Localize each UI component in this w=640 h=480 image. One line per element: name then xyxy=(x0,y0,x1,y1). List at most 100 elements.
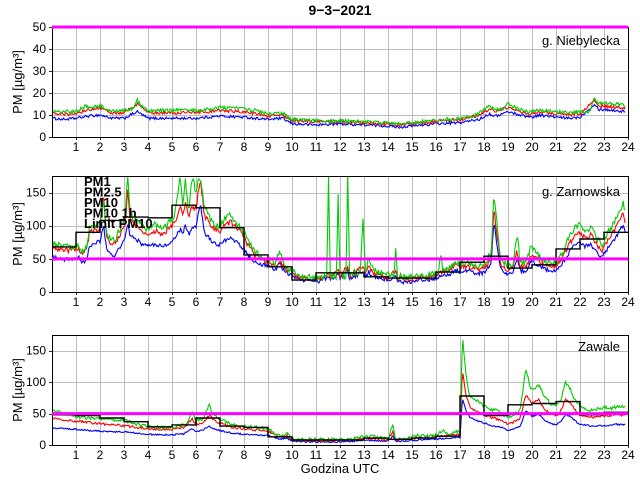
chart-title: 9−3−2021 xyxy=(308,2,371,18)
station-label-zarnowska: g. Zarnowska xyxy=(542,184,621,199)
y-tick-label: 50 xyxy=(33,20,47,34)
x-tick-label: 15 xyxy=(405,140,419,154)
x-tick-label: 20 xyxy=(525,140,539,154)
x-tick-label: 13 xyxy=(357,448,371,462)
legend-item-pm1: PM1 xyxy=(84,174,111,189)
x-tick-label: 17 xyxy=(453,295,467,309)
series-pm2-5 xyxy=(52,373,626,443)
x-tick-label: 24 xyxy=(621,448,635,462)
x-tick-label: 2 xyxy=(97,295,104,309)
y-tick-label: 150 xyxy=(26,186,46,200)
x-tick-label: 7 xyxy=(217,295,224,309)
panel-0-tick-labels: 1 2 3 4 5 6 7 8 9 10 11 12 13 14 15 16 17 18 19 20 21 22 23 240… xyxy=(33,20,635,154)
panel-1-tick-labels: 1 2 3 4 5 6 7 8 9 10 11 12 13 14 15 16 17 18 19 20 21 22 23 240… xyxy=(26,186,635,309)
x-tick-label: 9 xyxy=(265,140,272,154)
legend: PM1 PM2.5 PM10 PM10 1h Limit PM10 xyxy=(84,174,153,231)
panel-0-grid xyxy=(52,27,628,137)
x-tick-label: 2 xyxy=(97,140,104,154)
x-tick-label: 16 xyxy=(429,140,443,154)
x-tick-label: 16 xyxy=(429,295,443,309)
x-tick-label: 18 xyxy=(477,140,491,154)
x-tick-label: 8 xyxy=(241,448,248,462)
x-tick-label: 2 xyxy=(97,448,104,462)
x-tick-label: 3 xyxy=(121,140,128,154)
station-label-niebylecka: g. Niebylecka xyxy=(542,33,621,48)
x-tick-label: 24 xyxy=(621,140,635,154)
x-tick-label: 5 xyxy=(169,448,176,462)
x-tick-label: 20 xyxy=(525,448,539,462)
x-tick-label: 21 xyxy=(549,448,563,462)
x-tick-label: 7 xyxy=(217,448,224,462)
series-pm10 xyxy=(52,176,626,283)
x-tick-label: 8 xyxy=(241,295,248,309)
x-tick-label: 18 xyxy=(477,295,491,309)
y-tick-label: 150 xyxy=(26,344,46,358)
x-tick-label: 5 xyxy=(169,295,176,309)
panel-0-series xyxy=(52,96,626,129)
x-tick-label: 19 xyxy=(501,140,515,154)
chart-generated-layers: 1 2 3 4 5 6 7 8 9 10 11 12 13 14 15 16 17 18 19 20 21 22 23 240… xyxy=(26,20,635,462)
x-tick-label: 21 xyxy=(549,295,563,309)
x-tick-label: 20 xyxy=(525,295,539,309)
x-axis-label: Godzina UTC xyxy=(301,461,380,476)
y-axis-label-panel1: PM [µg/m³] xyxy=(10,50,25,114)
panel-1-pm10-1h-step xyxy=(52,204,628,281)
x-tick-label: 13 xyxy=(357,295,371,309)
x-tick-label: 13 xyxy=(357,140,371,154)
y-axis-label-panel2: PM [µg/m³] xyxy=(10,202,25,266)
x-tick-label: 12 xyxy=(333,295,347,309)
x-tick-label: 16 xyxy=(429,448,443,462)
x-tick-label: 19 xyxy=(501,448,515,462)
x-tick-label: 10 xyxy=(285,448,299,462)
x-tick-label: 15 xyxy=(405,295,419,309)
x-tick-label: 11 xyxy=(310,448,323,462)
y-tick-label: 30 xyxy=(33,64,47,78)
y-axis-label-panel3: PM [µg/m³] xyxy=(10,358,25,422)
x-tick-label: 17 xyxy=(453,140,467,154)
x-tick-label: 8 xyxy=(241,140,248,154)
x-tick-label: 23 xyxy=(597,140,611,154)
series-pm10 xyxy=(52,340,626,442)
y-tick-label: 40 xyxy=(33,42,47,56)
x-tick-label: 23 xyxy=(597,448,611,462)
x-tick-label: 1 xyxy=(73,140,80,154)
panel-2-series xyxy=(52,340,626,444)
x-tick-label: 4 xyxy=(145,295,152,309)
x-tick-label: 9 xyxy=(265,295,272,309)
x-tick-label: 12 xyxy=(333,140,347,154)
panel-2-pm10-1h-step xyxy=(52,395,628,441)
x-tick-label: 23 xyxy=(597,295,611,309)
y-tick-label: 0 xyxy=(39,130,46,144)
panel-1-border xyxy=(52,176,629,293)
x-tick-label: 22 xyxy=(573,140,587,154)
x-tick-label: 12 xyxy=(333,448,347,462)
y-tick-label: 50 xyxy=(33,407,47,421)
x-tick-label: 4 xyxy=(145,448,152,462)
x-tick-label: 15 xyxy=(405,448,419,462)
x-tick-label: 22 xyxy=(573,448,587,462)
x-tick-label: 4 xyxy=(145,140,152,154)
x-tick-label: 22 xyxy=(573,295,587,309)
x-tick-label: 10 xyxy=(285,140,299,154)
y-tick-label: 0 xyxy=(39,285,46,299)
series-pm1 xyxy=(52,103,626,129)
x-tick-label: 3 xyxy=(121,448,128,462)
x-tick-label: 6 xyxy=(193,295,200,309)
y-tick-label: 10 xyxy=(33,108,47,122)
panel-2-border xyxy=(52,335,629,446)
series-pm10 xyxy=(52,96,626,127)
legend-item-pm2-5: PM2.5 xyxy=(84,185,122,200)
y-tick-label: 50 xyxy=(33,252,47,266)
legend-item-pm10: PM10 xyxy=(84,195,118,210)
x-tick-label: 6 xyxy=(193,448,200,462)
y-tick-label: 0 xyxy=(39,438,46,452)
x-tick-label: 17 xyxy=(453,448,467,462)
x-tick-label: 19 xyxy=(501,295,515,309)
y-tick-label: 20 xyxy=(33,86,47,100)
y-tick-label: 100 xyxy=(26,375,46,389)
x-tick-label: 11 xyxy=(310,140,323,154)
x-tick-label: 24 xyxy=(621,295,635,309)
station-label-zawale: Zawale xyxy=(578,339,620,354)
